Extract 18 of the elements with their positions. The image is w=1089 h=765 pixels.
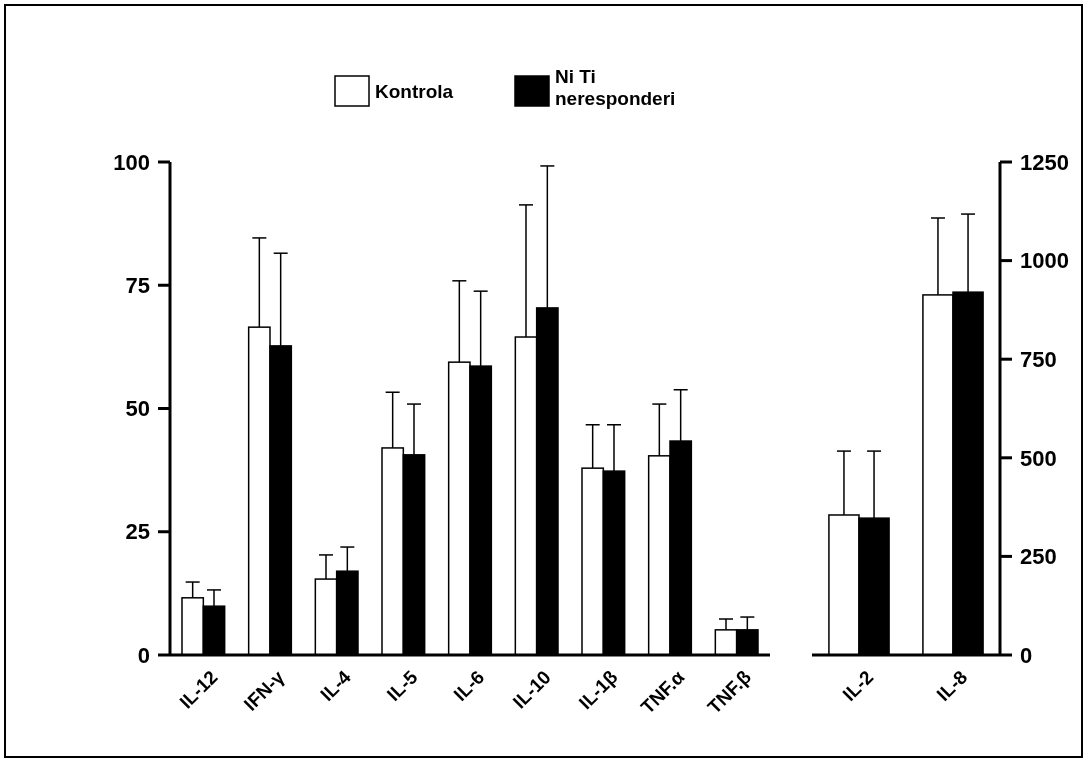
y2-tick-label: 0 [1020, 642, 1033, 668]
y-tick-label: 75 [125, 272, 150, 298]
x-tick-label: IL-4 [316, 666, 356, 706]
y2-tick-label: 500 [1020, 445, 1057, 471]
legend-label: Kontrola [375, 80, 454, 102]
y2-tick-label: 750 [1020, 346, 1057, 372]
x-tick-label: IL-8 [932, 666, 972, 706]
x-tick-label: IL-5 [382, 666, 422, 706]
y-tick-label: 100 [113, 149, 150, 175]
y-tick-label: 0 [137, 642, 150, 668]
x-tick-label: IL-2 [838, 666, 878, 706]
x-tick-label: IL-6 [449, 666, 489, 706]
y2-tick-label: 1000 [1020, 248, 1069, 274]
y-tick-label: 25 [125, 519, 150, 545]
y-tick-label: 50 [125, 396, 150, 422]
y2-tick-label: 250 [1020, 544, 1057, 570]
y2-tick-label: 1250 [1020, 149, 1069, 175]
legend-label: Ni Ti neresponderi [555, 65, 676, 110]
